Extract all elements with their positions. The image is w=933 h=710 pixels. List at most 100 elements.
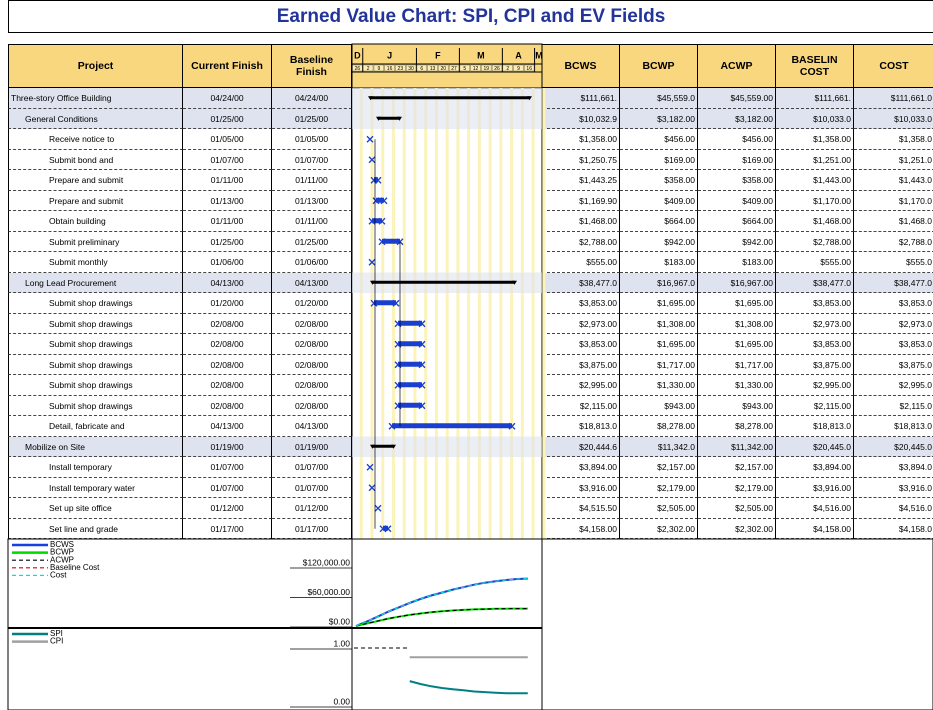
finish-date: 01/07/00 bbox=[183, 149, 272, 170]
cost-value: $2,505.00 bbox=[698, 498, 776, 519]
cost-value: $3,182.00 bbox=[620, 108, 698, 129]
nonworking-stripe bbox=[434, 88, 438, 539]
finish-date: 04/13/00 bbox=[183, 416, 272, 437]
week-box bbox=[416, 64, 427, 72]
finish-date: 02/08/00 bbox=[183, 354, 272, 375]
cost-value: $111,661.0 bbox=[854, 88, 933, 109]
task-mark bbox=[380, 197, 388, 205]
task-bar bbox=[383, 525, 388, 531]
cost-value: $3,875.0 bbox=[854, 354, 933, 375]
cost-value: $3,875.00 bbox=[542, 354, 620, 375]
cost-value: $38,477.0 bbox=[542, 272, 620, 293]
nonworking-stripe bbox=[488, 88, 492, 539]
finish-date: 01/13/00 bbox=[183, 190, 272, 211]
week-box bbox=[513, 64, 524, 72]
cost-value: $555.0 bbox=[854, 252, 933, 273]
nonworking-stripe bbox=[467, 88, 471, 539]
week-box bbox=[373, 64, 384, 72]
week-label: 6 bbox=[420, 66, 423, 72]
cost-value: $1,251.00 bbox=[776, 149, 854, 170]
cost-value: $45,559.0 bbox=[620, 88, 698, 109]
task-name: Submit shop drawings bbox=[8, 334, 183, 355]
column-header: BCWP bbox=[620, 44, 698, 88]
cost-value: $555.00 bbox=[776, 252, 854, 273]
week-label: 2 bbox=[367, 66, 370, 72]
task-name: Submit shop drawings bbox=[8, 313, 183, 334]
cost-value: $2,157.00 bbox=[620, 457, 698, 478]
cost-value: $1,308.00 bbox=[698, 313, 776, 334]
legend-label: BCWS bbox=[50, 540, 74, 549]
week-label: 12 bbox=[473, 66, 479, 72]
week-label: 27 bbox=[451, 66, 457, 72]
week-label: 30 bbox=[408, 66, 414, 72]
week-box bbox=[491, 64, 503, 72]
cost-value: $3,894.00 bbox=[776, 457, 854, 478]
cost-value: $456.00 bbox=[698, 129, 776, 150]
cost-value: $3,894.0 bbox=[854, 457, 933, 478]
cost-value: $942.00 bbox=[698, 231, 776, 252]
week-box bbox=[481, 64, 492, 72]
column-header: Project bbox=[8, 44, 183, 88]
cost-value: $1,358.0 bbox=[854, 129, 933, 150]
task-mark bbox=[418, 381, 426, 389]
cost-value: $2,788.00 bbox=[776, 231, 854, 252]
task-mark bbox=[379, 525, 387, 533]
week-box bbox=[459, 64, 470, 72]
cost-value: $10,032.9 bbox=[542, 108, 620, 129]
week-box bbox=[406, 64, 417, 72]
task-name: Receive notice to bbox=[8, 129, 183, 150]
cost-value: $2,995.00 bbox=[542, 375, 620, 396]
finish-date: 01/05/00 bbox=[183, 129, 272, 150]
task-mark bbox=[508, 422, 516, 430]
finish-date: 01/07/00 bbox=[183, 477, 272, 498]
summary-row-band bbox=[352, 108, 542, 129]
legend-label: SPI bbox=[50, 629, 63, 638]
summary-bar bbox=[372, 444, 394, 448]
task-mark bbox=[368, 258, 376, 266]
finish-date: 01/19/00 bbox=[183, 436, 272, 457]
cost-value: $3,875.00 bbox=[776, 354, 854, 375]
task-mark bbox=[418, 320, 426, 328]
nonworking-stripe bbox=[531, 88, 535, 539]
nonworking-stripe bbox=[520, 88, 524, 539]
week-box bbox=[470, 64, 481, 72]
summary-end bbox=[370, 444, 396, 449]
task-bar bbox=[372, 218, 382, 224]
cost-value: $1,443.25 bbox=[542, 170, 620, 191]
task-name: Obtain building bbox=[8, 211, 183, 232]
week-box bbox=[427, 64, 438, 72]
cost-value: $1,468.0 bbox=[854, 211, 933, 232]
y-tick-label: $0.00 bbox=[329, 616, 351, 626]
cost-value: $2,115.00 bbox=[776, 395, 854, 416]
cost-value: $3,853.00 bbox=[542, 293, 620, 314]
task-name: Install temporary bbox=[8, 457, 183, 478]
task-mark bbox=[368, 484, 376, 492]
cost-value: $555.00 bbox=[542, 252, 620, 273]
cost-value: $111,661. bbox=[542, 88, 620, 109]
finish-date: 02/08/00 bbox=[183, 313, 272, 334]
task-name: Submit shop drawings bbox=[8, 375, 183, 396]
series-line bbox=[355, 578, 528, 627]
finish-date: 01/25/00 bbox=[183, 108, 272, 129]
cost-value: $1,170.00 bbox=[776, 190, 854, 211]
legend-label: BCWP bbox=[50, 548, 74, 557]
task-bar bbox=[398, 361, 422, 367]
y-tick-label: $120,000.00 bbox=[303, 557, 351, 567]
cost-value: $20,445.0 bbox=[776, 436, 854, 457]
task-mark bbox=[378, 217, 386, 225]
cost-value: $3,916.00 bbox=[776, 477, 854, 498]
finish-date: 01/20/00 bbox=[183, 293, 272, 314]
week-label: 9 bbox=[377, 66, 380, 72]
cost-value: $4,515.50 bbox=[542, 498, 620, 519]
week-box bbox=[384, 64, 395, 72]
finish-date: 02/08/00 bbox=[183, 395, 272, 416]
task-mark bbox=[378, 238, 386, 246]
y-tick-label: 0.00 bbox=[333, 696, 350, 706]
week-box bbox=[395, 64, 406, 72]
task-name: Set up site office bbox=[8, 498, 183, 519]
nonworking-stripe bbox=[413, 88, 417, 539]
task-name: Submit monthly bbox=[8, 252, 183, 273]
month-label: D bbox=[354, 50, 361, 60]
column-header: Current Finish bbox=[183, 44, 272, 88]
cost-value: $2,995.00 bbox=[776, 375, 854, 396]
